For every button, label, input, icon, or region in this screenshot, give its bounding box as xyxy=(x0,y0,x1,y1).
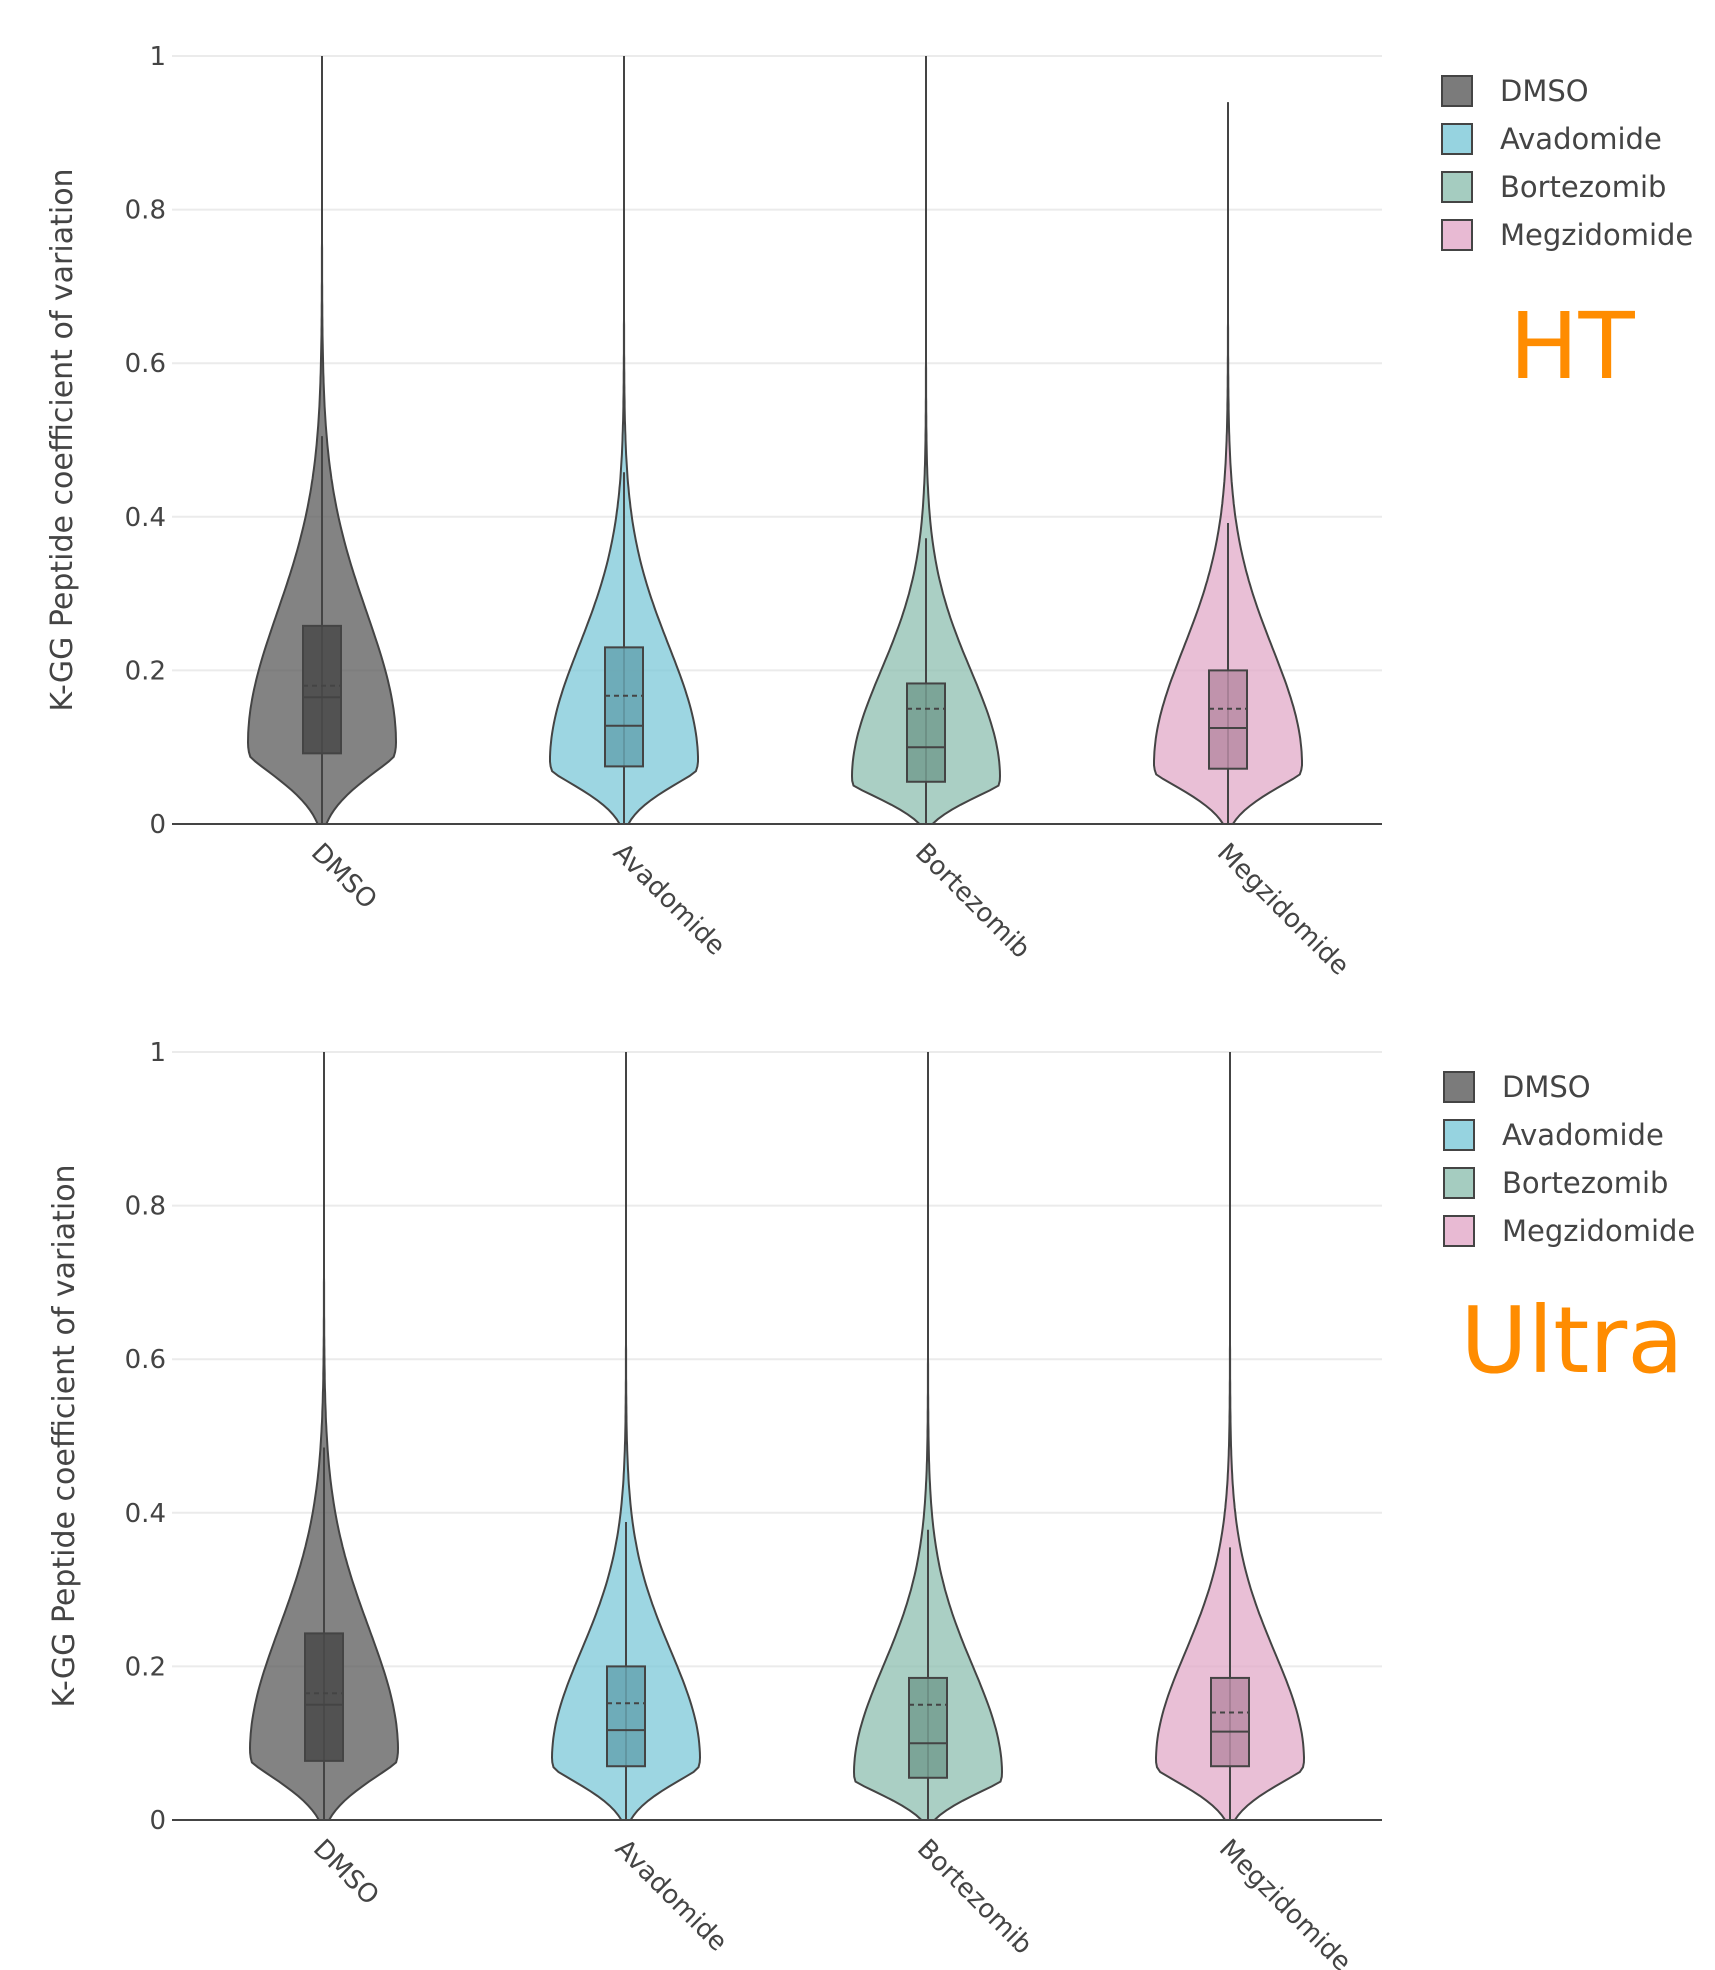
chart-panel-ht: 0 0.2 0.4 0.6 0.8 1 K-GG Peptide coefficient o… xyxy=(45,42,1693,981)
x-tick-label: Bortezomib xyxy=(909,838,1036,965)
y-tick-label: 0.2 xyxy=(125,656,166,686)
y-tick-label: 0.8 xyxy=(125,1192,166,1222)
x-tick-label: DMSO xyxy=(307,1834,384,1911)
violin-body xyxy=(550,1052,702,1821)
y-axis-label: K-GG Peptide coefficient of variation xyxy=(45,168,80,711)
y-tick-label: 0.2 xyxy=(125,1652,166,1682)
iqr-box xyxy=(606,1665,646,1768)
iqr-box xyxy=(908,1676,948,1779)
iqr-box xyxy=(604,646,644,768)
violin-body xyxy=(549,56,699,825)
violin-avadomide xyxy=(549,56,699,825)
violin-dmso xyxy=(248,1052,400,1821)
violin-body xyxy=(1153,102,1303,825)
y-tick-label: 1 xyxy=(149,42,166,72)
x-tick-label: Bortezomib xyxy=(911,1834,1038,1961)
y-tick-label: 0.6 xyxy=(125,1345,166,1375)
iqr-box xyxy=(906,682,946,783)
legend-label[interactable]: Megzidomide xyxy=(1500,218,1693,252)
violin-dmso xyxy=(246,56,398,825)
legend-label[interactable]: DMSO xyxy=(1500,74,1589,108)
y-tick-label: 0.6 xyxy=(125,349,166,379)
violin-bortezomib xyxy=(852,1052,1004,1821)
x-tick-label: Megzidomide xyxy=(1213,1834,1357,1970)
legend-label[interactable]: Megzidomide xyxy=(1502,1214,1695,1248)
legend-swatch[interactable] xyxy=(1443,1167,1475,1199)
legend-label[interactable]: Avadomide xyxy=(1502,1118,1664,1152)
legend-swatch[interactable] xyxy=(1441,219,1473,251)
panel-label: Ultra xyxy=(1460,1287,1683,1394)
legend-label[interactable]: Bortezomib xyxy=(1502,1166,1668,1200)
x-tick-label: Avadomide xyxy=(607,838,731,962)
legend-label[interactable]: DMSO xyxy=(1502,1070,1591,1104)
x-tick-label: Megzidomide xyxy=(1211,838,1355,982)
iqr-box xyxy=(302,624,342,755)
x-tick-label: Avadomide xyxy=(609,1834,733,1958)
legend-swatch[interactable] xyxy=(1441,75,1473,107)
legend: DMSO Avadomide Bortezomib Megzidomide xyxy=(1441,74,1693,252)
legend-label[interactable]: Avadomide xyxy=(1500,122,1662,156)
violin-bortezomib xyxy=(850,56,1002,825)
y-tick-label: 0 xyxy=(149,1806,166,1836)
chart-panel-ultra: 0 0.2 0.4 0.6 0.8 1 K-GG Peptide coefficient o… xyxy=(47,1038,1695,1970)
y-tick-label: 0.4 xyxy=(125,1499,166,1529)
violin-body xyxy=(248,1052,400,1821)
legend: DMSO Avadomide Bortezomib Megzidomide xyxy=(1443,1070,1695,1248)
panel-label: HT xyxy=(1509,293,1635,400)
legend-swatch[interactable] xyxy=(1443,1119,1475,1151)
violin-body xyxy=(850,56,1002,825)
y-tick-label: 0 xyxy=(149,810,166,840)
y-axis-label: K-GG Peptide coefficient of variation xyxy=(47,1164,82,1707)
violin-megzidomide xyxy=(1154,1052,1306,1821)
y-tick-label: 0.8 xyxy=(125,196,166,226)
legend-swatch[interactable] xyxy=(1443,1071,1475,1103)
violin-body xyxy=(1154,1052,1306,1821)
iqr-box xyxy=(1210,1676,1250,1768)
iqr-box xyxy=(1208,669,1248,770)
legend-swatch[interactable] xyxy=(1441,171,1473,203)
y-tick-label: 1 xyxy=(149,1038,166,1068)
legend-swatch[interactable] xyxy=(1443,1215,1475,1247)
legend-swatch[interactable] xyxy=(1441,123,1473,155)
violin-avadomide xyxy=(550,1052,702,1821)
y-tick-label: 0.4 xyxy=(125,503,166,533)
violin-megzidomide xyxy=(1153,102,1303,825)
legend-label[interactable]: Bortezomib xyxy=(1500,170,1666,204)
iqr-box xyxy=(304,1632,344,1762)
violin-body xyxy=(852,1052,1004,1821)
x-tick-label: DMSO xyxy=(305,838,382,915)
